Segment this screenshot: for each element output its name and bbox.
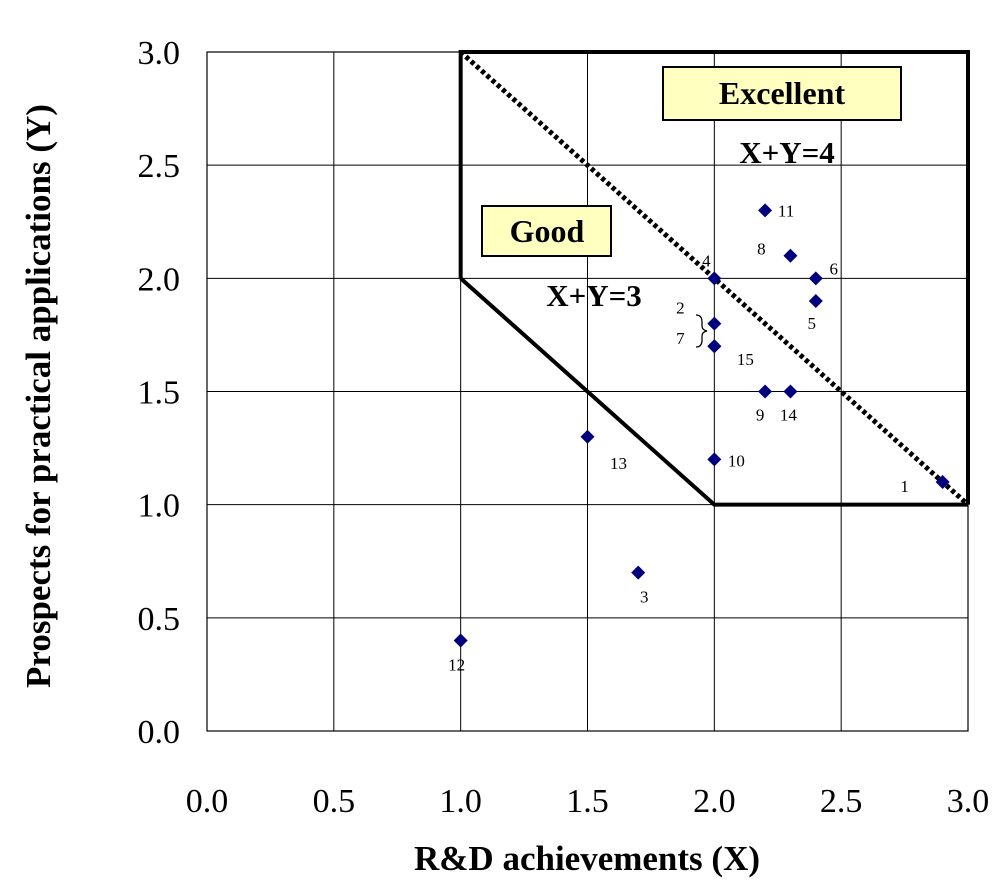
y-tick-label: 1.5: [138, 375, 181, 412]
data-point-label: 1: [900, 477, 909, 496]
excellent-label-box: Excellent: [662, 66, 902, 121]
y-tick-label: 0.5: [138, 601, 181, 638]
y-axis-label: Prospects for practical applications (Y): [19, 104, 58, 688]
excellent-label: Excellent: [719, 75, 846, 111]
x-tick-label: 1.0: [439, 783, 482, 820]
y-tick-label: 0.0: [138, 714, 181, 751]
data-point-label: 15: [737, 350, 754, 369]
data-point-label: 6: [830, 259, 839, 278]
data-point-marker: [707, 452, 722, 467]
good-region-boundary: [459, 276, 968, 507]
good-label-background: [481, 205, 612, 257]
x-tick-label: 1.5: [566, 783, 609, 820]
data-point-label: 13: [610, 454, 627, 473]
data-point-marker: [935, 475, 950, 490]
data-point-label: 4: [702, 251, 711, 270]
excellent-line-label: X+Y=4: [739, 135, 835, 170]
data-point-label: 9: [756, 406, 765, 425]
x-tick-label: 0.5: [313, 783, 356, 820]
grid: [206, 51, 969, 732]
good-line-label: X+Y=3: [546, 278, 642, 313]
x-tick-label: 2.5: [820, 783, 863, 820]
data-point-marker: [783, 384, 798, 399]
good-label: Good: [510, 213, 585, 249]
excellent-label-background: [662, 66, 902, 121]
data-point-marker: [808, 293, 823, 308]
data-point-marker: [453, 633, 468, 648]
data-point-marker: [783, 248, 798, 263]
data-point-label: 11: [778, 201, 794, 220]
data-point-marker: [707, 316, 722, 331]
data-point-label: 12: [448, 655, 465, 674]
y-tick-label: 2.5: [138, 148, 181, 185]
data-point-label: 2: [676, 299, 685, 318]
x-tick-label: 2.0: [693, 783, 736, 820]
x-axis-label: R&D achievements (X): [414, 839, 760, 878]
data-point-marker: [707, 271, 722, 286]
data-point-label: 10: [728, 451, 745, 470]
axis-ticks: 0.0 0.5 1.0 1.5 2.0 2.5 3.0 0.0 0.5 1.0 1.5 2.0 2.5 3…: [138, 35, 990, 820]
data-point-label: 7: [676, 329, 685, 348]
x-tick-label: 3.0: [947, 783, 990, 820]
label-brace: [695, 314, 708, 348]
good-label-box: Good: [481, 205, 612, 257]
y-tick-label: 3.0: [138, 35, 181, 72]
data-point-marker: [808, 271, 823, 286]
data-point-label: 8: [757, 240, 766, 259]
data-point-marker: [758, 384, 773, 399]
data-point-label: 5: [808, 314, 817, 333]
data-point-marker: [758, 203, 773, 218]
excellent-region-boundary: [458, 50, 970, 505]
data-point-marker: [580, 429, 595, 444]
x-tick-label: 0.0: [186, 783, 229, 820]
data-point-label: 3: [640, 588, 649, 607]
y-tick-label: 1.0: [138, 488, 181, 525]
y-tick-label: 2.0: [138, 261, 181, 298]
data-point-marker: [631, 565, 646, 580]
data-point-marker: [707, 339, 722, 354]
data-point-label: 14: [780, 406, 798, 425]
